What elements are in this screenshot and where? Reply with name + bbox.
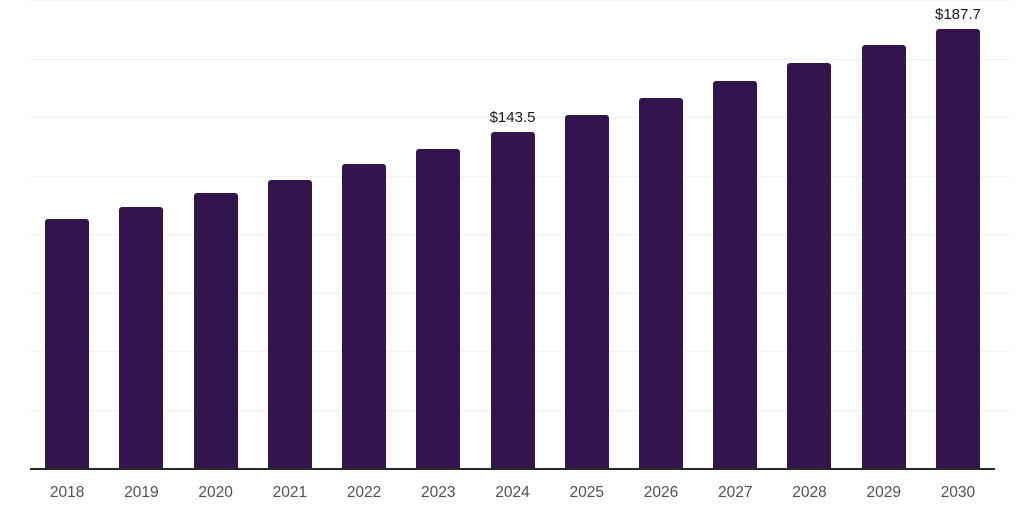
bar-2025[interactable]: [564, 114, 609, 468]
x-tick-label: 2023: [421, 484, 456, 501]
bar-2027[interactable]: [713, 80, 758, 468]
x-axis-line: [30, 468, 995, 470]
x-tick-label: 2030: [940, 484, 976, 501]
bar-band: [624, 0, 698, 468]
x-tick-label: 2026: [643, 484, 679, 501]
x-tick-label: 2019: [124, 484, 159, 501]
x-tick-label: 2027: [717, 484, 753, 501]
bar-value-label: $143.5: [489, 109, 536, 127]
x-tick-label: 2021: [272, 484, 308, 501]
bar-2018[interactable]: [45, 219, 90, 468]
bar-band: [327, 0, 401, 468]
bar-band: $187.7: [921, 0, 995, 468]
x-tick-label: 2020: [198, 484, 233, 501]
bar-2029[interactable]: [861, 45, 906, 468]
bar-band: [30, 0, 104, 468]
bar-2026[interactable]: [638, 97, 683, 468]
bar-2022[interactable]: [342, 164, 387, 468]
gridline: [30, 0, 1010, 1]
bar-band: [550, 0, 624, 468]
x-tick-label: 2025: [569, 484, 604, 501]
plot-area: $143.5 $187.7: [30, 0, 1010, 470]
bar-band: [772, 0, 846, 468]
x-axis-labels: 2018 2019 2020 2021 2022 2023 2024 2025 2026 2027…: [30, 484, 995, 501]
bar-band: $143.5: [475, 0, 549, 468]
bar-2023[interactable]: [416, 148, 461, 468]
bar-2019[interactable]: [119, 206, 164, 468]
bar-series: $143.5 $187.7: [30, 0, 995, 468]
bar-value-label: $187.7: [934, 5, 981, 23]
bar-band: [401, 0, 475, 468]
bar-2028[interactable]: [787, 62, 832, 468]
x-tick-label: 2022: [346, 484, 382, 501]
bar-band: [178, 0, 252, 468]
bar-band: [847, 0, 921, 468]
x-tick-label: 2029: [866, 484, 901, 501]
gridline: [30, 58, 1010, 60]
x-tick-label: 2028: [792, 484, 827, 501]
x-tick-label: 2018: [49, 484, 85, 501]
bar-2030[interactable]: [935, 28, 980, 468]
gridline: [30, 117, 1010, 118]
bar-band: [253, 0, 327, 468]
x-tick-label: 2024: [495, 484, 530, 501]
bar-2024[interactable]: [490, 132, 535, 468]
bar-2020[interactable]: [193, 192, 238, 468]
bar-band: [104, 0, 178, 468]
bar-band: [698, 0, 772, 468]
bar-2021[interactable]: [267, 179, 312, 468]
